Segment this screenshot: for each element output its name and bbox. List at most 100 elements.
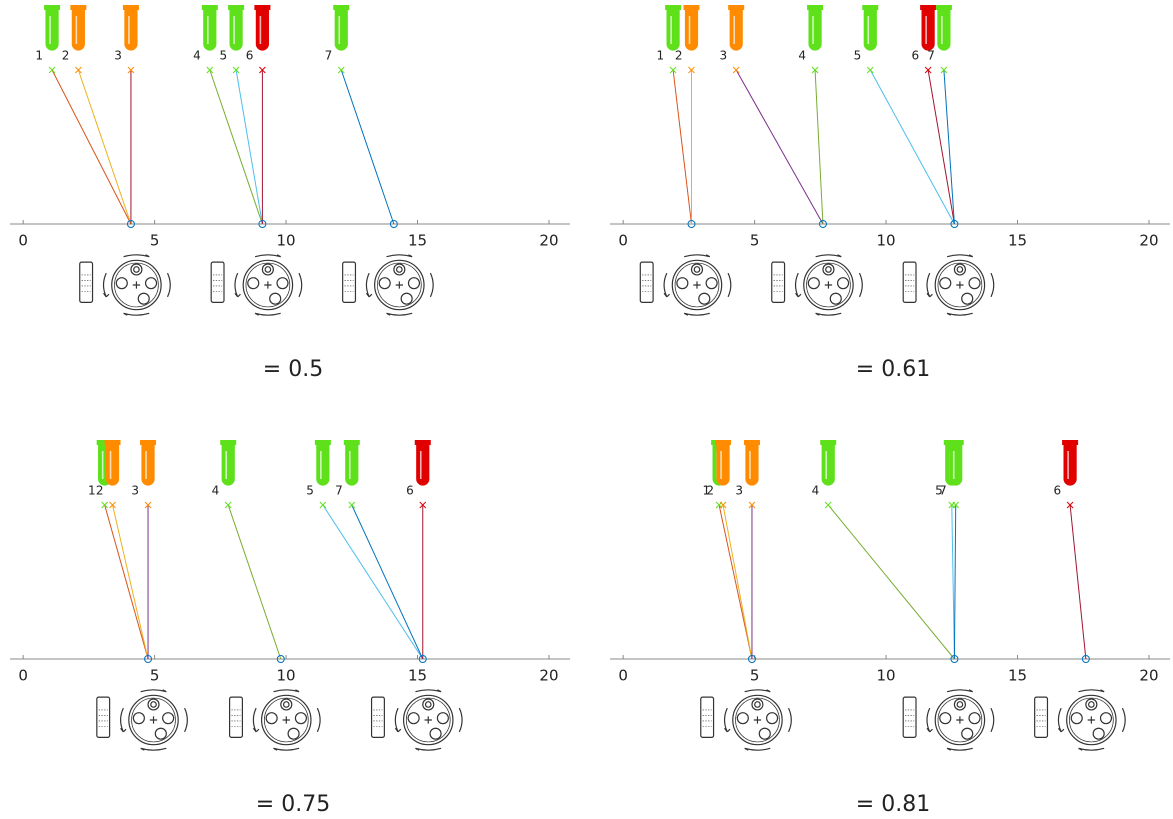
tube-marker: [867, 67, 873, 73]
tube-cap: [333, 5, 349, 10]
tube-label: 3: [735, 484, 743, 498]
tube: [936, 5, 952, 50]
tube-label: 2: [706, 484, 714, 498]
tube-body: [125, 10, 137, 50]
caption: = 0.81: [856, 792, 930, 817]
tube-label: 4: [193, 49, 201, 63]
tube: [807, 5, 823, 50]
tube-cap: [1062, 440, 1078, 445]
tube-label: 1: [656, 49, 664, 63]
tube-label: 5: [854, 49, 862, 63]
tube-marker: [349, 502, 355, 508]
tube-marker: [320, 502, 326, 508]
tube: [123, 5, 139, 50]
assignment-line: [228, 505, 281, 659]
tube-cap: [820, 440, 836, 445]
tube: [202, 5, 218, 50]
centrifuge-icon: [903, 690, 994, 750]
tube-label: 3: [720, 49, 728, 63]
tube-cap: [728, 5, 744, 10]
centrifuge-icon: [343, 255, 434, 315]
figure: 051015201234567= 0.5051015201234567= 0.6…: [0, 0, 1173, 819]
tube-label: 5: [219, 49, 227, 63]
assignment-line: [52, 70, 131, 224]
tube-cap: [948, 440, 964, 445]
tube-body: [346, 445, 358, 485]
tube: [333, 5, 349, 50]
assignment-line: [323, 505, 423, 659]
x-tick-label: 0: [18, 667, 28, 685]
assignment-line: [736, 70, 823, 224]
tube-label: 2: [62, 49, 70, 63]
centrifuge-icon: [772, 255, 863, 315]
caption: = 0.5: [263, 357, 323, 382]
tube-cap: [105, 440, 121, 445]
centrifuge-icon: [903, 255, 994, 315]
tube: [344, 440, 360, 485]
tube-cap: [715, 440, 731, 445]
tube-label: 7: [927, 49, 935, 63]
assignment-line: [236, 70, 262, 224]
tube-body: [142, 445, 154, 485]
tube-label: 6: [1053, 484, 1061, 498]
tube-label: 6: [406, 484, 414, 498]
tube-label: 1: [35, 49, 43, 63]
centrifuge-icon: [230, 690, 321, 750]
assignment-line: [78, 70, 131, 224]
tube-cap: [920, 5, 936, 10]
tube-cap: [665, 5, 681, 10]
x-tick-label: 5: [750, 667, 760, 685]
x-tick-label: 10: [877, 667, 896, 685]
tube-label: 7: [939, 484, 947, 498]
tube-body: [746, 445, 758, 485]
x-tick-label: 5: [150, 667, 160, 685]
tube: [415, 440, 431, 485]
x-tick-label: 5: [150, 232, 160, 250]
tube-label: 4: [812, 484, 820, 498]
tube-label: 6: [911, 49, 919, 63]
x-tick-label: 5: [750, 232, 760, 250]
tube-cap: [936, 5, 952, 10]
tube-body: [256, 10, 268, 50]
tube-marker: [338, 67, 344, 73]
assignment-line: [673, 70, 691, 224]
tube: [140, 440, 156, 485]
centrifuge-icon: [372, 690, 463, 750]
assignment-line: [870, 70, 954, 224]
tube: [44, 5, 60, 50]
tube-cap: [862, 5, 878, 10]
tube-cap: [315, 440, 331, 445]
tube-label: 3: [131, 484, 139, 498]
tube-label: 4: [212, 484, 220, 498]
assignment-line: [944, 70, 955, 224]
tube-body: [72, 10, 84, 50]
assignment-line: [719, 505, 752, 659]
x-tick-label: 10: [277, 667, 296, 685]
tube-body: [230, 10, 242, 50]
x-tick-label: 15: [1008, 232, 1027, 250]
centrifuge-icon: [640, 255, 731, 315]
tube-body: [864, 10, 876, 50]
tube: [684, 5, 700, 50]
x-tick-label: 20: [1139, 232, 1158, 250]
assignment-line: [352, 505, 423, 659]
tube-label: 5: [306, 484, 314, 498]
tube-marker: [49, 67, 55, 73]
assignment-line: [815, 70, 823, 224]
tube-cap: [744, 440, 760, 445]
tube-label: 7: [325, 49, 333, 63]
tube-cap: [220, 440, 236, 445]
centrifuge-icon: [701, 690, 792, 750]
tube-marker: [102, 502, 108, 508]
tube: [920, 5, 936, 50]
tube-body: [950, 445, 962, 485]
tube: [665, 5, 681, 50]
tube-body: [204, 10, 216, 50]
tube-label: 3: [114, 49, 122, 63]
assignment-line: [1070, 505, 1086, 659]
tube-body: [938, 10, 950, 50]
x-tick-label: 15: [408, 232, 427, 250]
tube-body: [822, 445, 834, 485]
tube-cap: [228, 5, 244, 10]
